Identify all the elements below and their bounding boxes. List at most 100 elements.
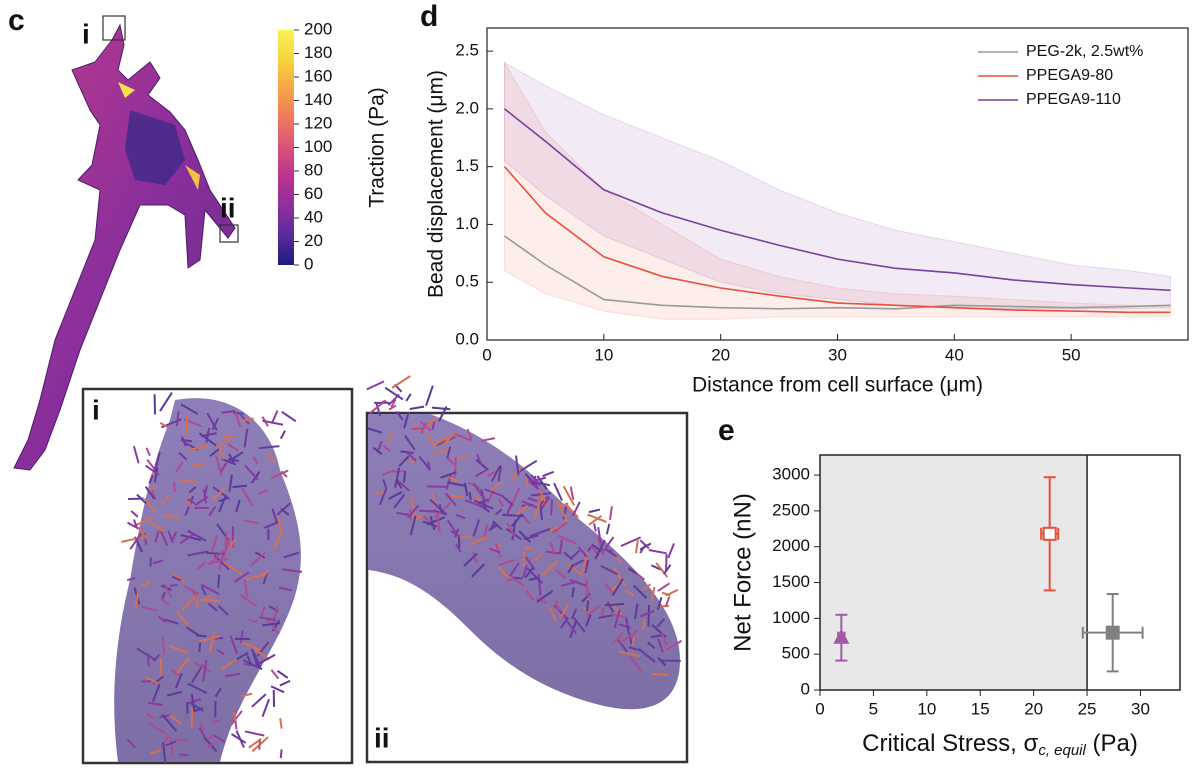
arrow [146, 713, 155, 720]
hotspot [185, 165, 200, 190]
arrow [168, 644, 188, 654]
arrow [241, 417, 254, 422]
arrow [498, 498, 504, 507]
arrow [264, 521, 279, 529]
arrow [533, 497, 543, 518]
arrow [506, 522, 516, 538]
arrow [366, 380, 385, 391]
panel-label: c [8, 4, 25, 37]
arrow [279, 430, 286, 440]
x-tick-label: 50 [1062, 345, 1081, 364]
arrow-field [121, 375, 683, 764]
arrow [657, 582, 671, 592]
arrow [234, 410, 242, 428]
arrow [153, 467, 159, 483]
arrow [159, 422, 169, 428]
arrow [195, 634, 207, 638]
arrow [597, 527, 602, 544]
arrow [276, 670, 289, 679]
arrow [518, 459, 538, 473]
arrow [609, 506, 613, 520]
x-axis-label-part: (Pa) [1086, 730, 1138, 757]
arrow [382, 444, 391, 452]
arrow [639, 610, 655, 618]
arrow [222, 561, 242, 575]
arrow [585, 614, 592, 627]
arrow [647, 641, 656, 650]
x-tick-label: 15 [971, 699, 990, 718]
x-tick-label: 10 [917, 699, 936, 718]
arrow [270, 685, 285, 694]
arrow [255, 653, 276, 666]
error-band [504, 61, 1171, 310]
arrow [181, 594, 197, 611]
arrow [259, 616, 277, 622]
x-tick-label: 40 [945, 345, 964, 364]
y-tick-label: 1.0 [455, 214, 479, 233]
colorbar [278, 30, 294, 265]
arrow [538, 488, 549, 507]
arrow [260, 606, 266, 617]
arrow [130, 510, 139, 518]
arrow [145, 464, 160, 476]
arrow [161, 713, 178, 732]
arrow [185, 416, 189, 437]
arrow [550, 499, 554, 516]
arrow [524, 473, 536, 486]
arrow [588, 514, 603, 526]
error-band [504, 60, 1171, 320]
arrow [482, 524, 489, 539]
arrow [522, 551, 526, 567]
arrow [281, 410, 297, 423]
x-tick-label: 0 [815, 699, 824, 718]
arrow [229, 538, 236, 548]
arrow [664, 596, 671, 608]
arrow [605, 523, 611, 535]
arrow [572, 501, 581, 517]
y-tick-label: 2500 [772, 500, 810, 519]
arrow [187, 529, 207, 542]
arrow [632, 584, 648, 599]
arrow [133, 519, 138, 528]
arrow [565, 503, 579, 519]
arrow [446, 446, 452, 459]
arrow [658, 604, 670, 608]
arrow [159, 735, 170, 748]
arrow [567, 564, 574, 574]
arrow [141, 680, 152, 683]
arrow [233, 571, 250, 583]
arrow [254, 551, 266, 559]
arrow [395, 479, 403, 489]
arrow [218, 494, 227, 513]
marker [833, 628, 850, 644]
arrow [522, 565, 528, 578]
arrow [207, 602, 218, 612]
arrow [552, 521, 568, 534]
arrow [187, 550, 209, 557]
arrow [473, 499, 494, 510]
arrow [534, 553, 542, 562]
arrow [518, 530, 532, 544]
arrow [201, 598, 221, 603]
tick-label: 200 [304, 19, 332, 38]
arrow [218, 496, 229, 503]
arrow [167, 530, 174, 544]
arrow [243, 579, 248, 597]
arrow [628, 567, 637, 575]
arrow [126, 577, 136, 582]
arrow [660, 632, 668, 646]
arrow [253, 652, 262, 669]
arrow [396, 511, 413, 517]
arrow [562, 506, 568, 520]
arrow [420, 422, 428, 434]
arrow [642, 618, 647, 630]
arrow [529, 527, 551, 538]
arrow [409, 405, 425, 410]
arrow [633, 603, 639, 620]
arrow [169, 714, 182, 724]
arrow [232, 484, 248, 489]
arrow [442, 432, 456, 445]
arrow [450, 530, 461, 538]
y-tick-label: 1500 [772, 572, 810, 591]
arrow [555, 569, 567, 580]
